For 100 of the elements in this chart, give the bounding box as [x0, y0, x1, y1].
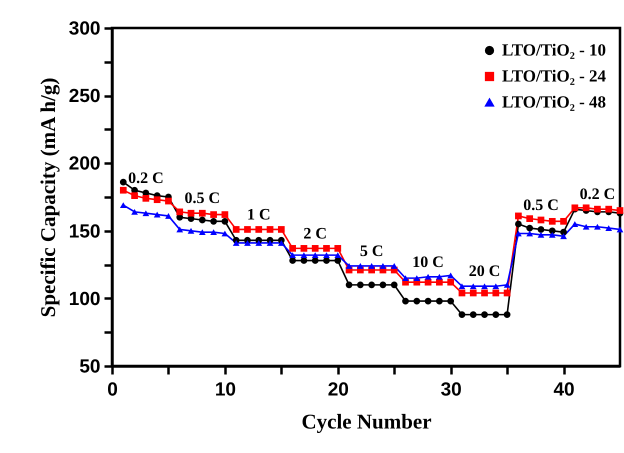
point	[402, 275, 409, 282]
point	[582, 204, 590, 212]
annotation: 0.5 C	[184, 190, 220, 208]
y-tick-label: 200	[68, 154, 100, 175]
point	[165, 198, 172, 204]
point	[255, 240, 262, 246]
point	[142, 195, 150, 202]
point	[492, 290, 500, 296]
point	[447, 278, 454, 286]
point	[131, 192, 138, 199]
point	[380, 282, 386, 288]
point	[526, 230, 534, 236]
x-tick-label: 0	[107, 380, 118, 400]
annotation: 0.2 C	[128, 170, 164, 187]
point	[266, 240, 274, 246]
y-tick-label: 250	[68, 86, 100, 108]
point	[616, 207, 624, 214]
point	[526, 215, 534, 222]
point	[605, 206, 612, 213]
point	[323, 252, 330, 258]
point	[210, 211, 217, 218]
point	[300, 257, 308, 264]
point	[548, 218, 556, 225]
point	[424, 278, 432, 286]
annotation: 2 C	[303, 225, 327, 242]
point	[289, 252, 296, 258]
point	[492, 283, 500, 290]
point	[222, 211, 228, 218]
point	[481, 290, 488, 296]
point	[571, 221, 578, 227]
point	[538, 216, 544, 224]
point	[413, 298, 420, 304]
point	[323, 257, 330, 264]
point	[198, 210, 206, 217]
point	[334, 245, 342, 252]
point	[515, 220, 522, 228]
x-tick-label: 20	[328, 380, 349, 400]
point	[312, 257, 319, 264]
point	[504, 290, 510, 296]
point	[165, 213, 172, 219]
y-tick-label: 150	[68, 221, 100, 242]
legend-label: LTO/TiO₂ - 24	[502, 66, 606, 86]
x-tick-label: 40	[553, 380, 575, 400]
point	[458, 283, 466, 290]
x-tick-label: 10	[214, 380, 236, 400]
point	[278, 240, 285, 246]
point	[232, 240, 240, 246]
point	[289, 245, 296, 252]
point	[594, 224, 601, 230]
point	[436, 298, 443, 304]
point	[244, 226, 251, 233]
point	[154, 196, 161, 204]
point	[131, 208, 138, 215]
point	[210, 218, 217, 225]
y-tick-label: 50	[79, 356, 100, 378]
point	[300, 252, 308, 258]
point	[154, 212, 161, 218]
point	[244, 240, 251, 246]
point	[481, 311, 488, 318]
point	[222, 230, 228, 236]
point	[357, 263, 364, 269]
point	[188, 228, 194, 234]
annotation: 20 C	[468, 263, 500, 280]
point	[323, 245, 330, 252]
point	[346, 282, 352, 288]
point	[334, 257, 342, 264]
point	[526, 224, 534, 232]
point	[458, 290, 466, 296]
point	[357, 282, 364, 288]
point	[616, 226, 624, 232]
point	[413, 275, 420, 282]
legend-label: LTO/TiO₂ - 10	[502, 40, 606, 60]
x-tick-label: 30	[440, 380, 462, 400]
point	[560, 218, 567, 225]
point	[481, 283, 488, 290]
x-axis-title: Cycle Number	[301, 410, 432, 434]
point	[515, 212, 522, 220]
point	[120, 202, 127, 208]
point	[402, 298, 409, 304]
point	[515, 230, 522, 236]
point	[346, 263, 352, 269]
point	[334, 252, 342, 258]
point	[470, 283, 477, 290]
point	[390, 263, 398, 269]
point	[312, 252, 319, 258]
point	[368, 263, 375, 269]
point	[176, 208, 184, 216]
point	[176, 226, 184, 232]
point	[312, 245, 319, 252]
point	[232, 226, 240, 233]
annotation: 10 C	[412, 254, 444, 271]
annotation: 5 C	[360, 242, 384, 260]
point	[548, 232, 556, 238]
point	[222, 218, 228, 225]
point	[210, 229, 217, 236]
point	[538, 232, 544, 238]
point	[436, 274, 443, 280]
point	[266, 226, 274, 233]
y-tick-label: 300	[68, 18, 100, 40]
point	[492, 311, 500, 318]
